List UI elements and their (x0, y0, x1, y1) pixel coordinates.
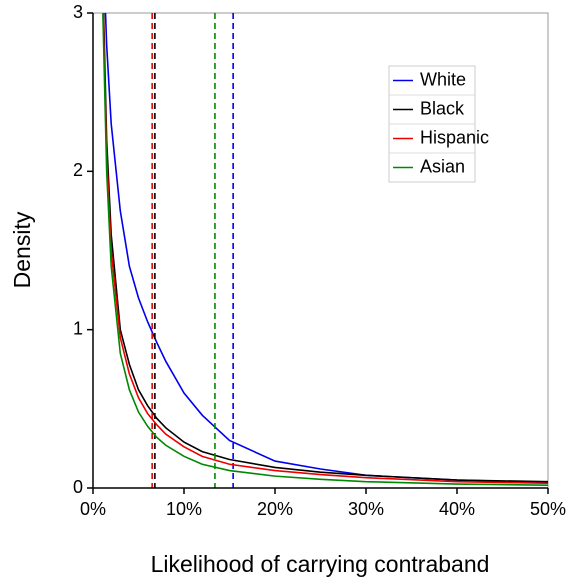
plot-frame (92, 12, 549, 489)
y-tick-label: 1 (73, 318, 83, 338)
y-tick-label: 2 (73, 160, 83, 180)
density-line (102, 13, 548, 486)
legend-label: Hispanic (420, 127, 489, 147)
x-tick-label: 50% (530, 499, 566, 519)
legend-label: Black (420, 98, 465, 118)
x-axis-title: Likelihood of carrying contraband (151, 551, 490, 577)
legend-label: White (420, 69, 466, 89)
x-tick-label: 40% (439, 499, 475, 519)
y-tick-label: 0 (73, 477, 83, 497)
density-line (102, 13, 548, 485)
x-tick-label: 30% (348, 499, 384, 519)
x-tick-label: 0% (80, 499, 106, 519)
x-tick-label: 20% (257, 499, 293, 519)
density-line (104, 13, 548, 484)
x-tick-label: 10% (166, 499, 202, 519)
y-tick-label: 3 (73, 2, 83, 22)
y-axis-title: Density (9, 211, 35, 288)
density-line (102, 13, 548, 483)
plot-area (102, 13, 548, 488)
legend-label: Asian (420, 156, 465, 176)
